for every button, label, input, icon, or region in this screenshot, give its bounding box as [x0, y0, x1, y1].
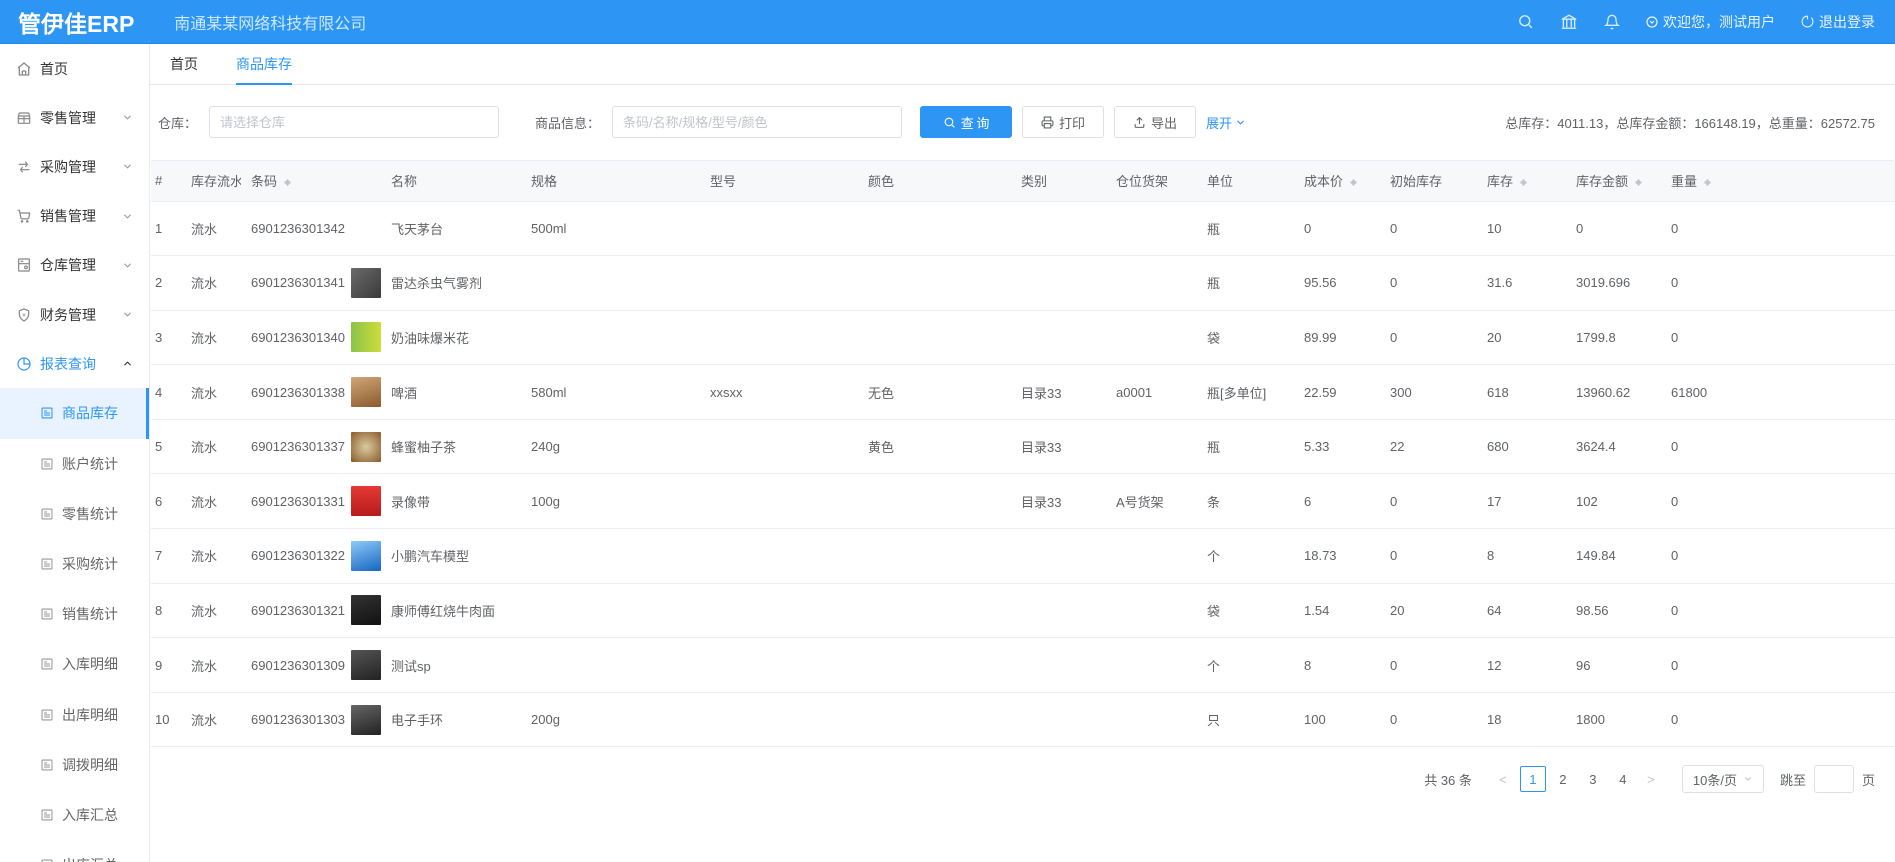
- svg-text:¥: ¥: [23, 313, 26, 319]
